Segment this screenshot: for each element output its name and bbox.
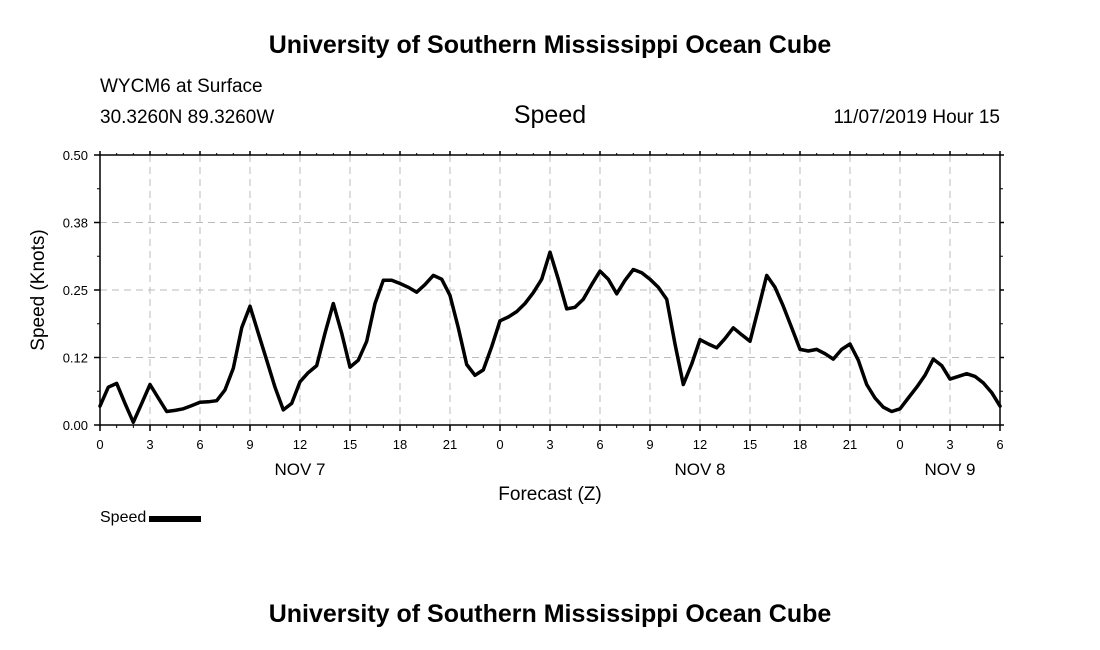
station-label: WYCM6 at Surface [100, 76, 263, 97]
legend-swatch [149, 516, 202, 522]
bottom-title: University of Southern Mississippi Ocean… [268, 600, 832, 628]
grid-lines [100, 155, 1000, 425]
y-tick-label: 0.50 [63, 148, 88, 163]
x-tick-label: 21 [843, 437, 857, 452]
x-tick-label: 0 [496, 437, 503, 452]
station-coordinates: 30.3260N 89.3260W [100, 107, 275, 128]
x-tick-label: 9 [646, 437, 653, 452]
x-axis-title: Forecast (Z) [498, 484, 601, 505]
y-tick-label: 0.38 [63, 216, 88, 231]
axis-ticks [94, 151, 1004, 431]
x-tick-label: 6 [996, 437, 1003, 452]
speed-series-line [98, 250, 1002, 425]
x-tick-label: 3 [946, 437, 953, 452]
x-tick-label: 15 [343, 437, 357, 452]
x-tick-label: 3 [146, 437, 153, 452]
x-tick-label: 0 [96, 437, 103, 452]
top-title: University of Southern Mississippi Ocean… [268, 31, 832, 59]
x-tick-label: 18 [393, 437, 407, 452]
chart-title: Speed [513, 101, 587, 129]
y-tick-label: 0.12 [63, 351, 88, 366]
run-time: 11/07/2019 Hour 15 [833, 107, 1000, 128]
x-tick-label: 18 [793, 437, 807, 452]
y-axis-title: Speed (Knots) [28, 229, 49, 350]
y-tick-label: 0.25 [63, 283, 88, 298]
x-tick-label: 6 [596, 437, 603, 452]
x-tick-label: 15 [743, 437, 757, 452]
axis-labels: 0 3 6 9 12 15 18 21 0 3 6 9 12 15 18 21 0 3 6 0.00 0.12 0.25 0… [63, 148, 1004, 479]
x-tick-label: 9 [246, 437, 253, 452]
x-tick-label: 12 [693, 437, 707, 452]
legend-label: Speed [100, 509, 147, 526]
day-label: NOV 8 [674, 460, 725, 479]
x-tick-label: 0 [896, 437, 903, 452]
day-label: NOV 7 [274, 460, 325, 479]
day-label: NOV 9 [924, 460, 975, 479]
x-tick-label: 3 [546, 437, 553, 452]
x-tick-label: 21 [443, 437, 457, 452]
legend: Speed [100, 509, 202, 527]
y-tick-label: 0.00 [63, 418, 88, 433]
x-tick-label: 6 [196, 437, 203, 452]
x-tick-label: 12 [293, 437, 307, 452]
